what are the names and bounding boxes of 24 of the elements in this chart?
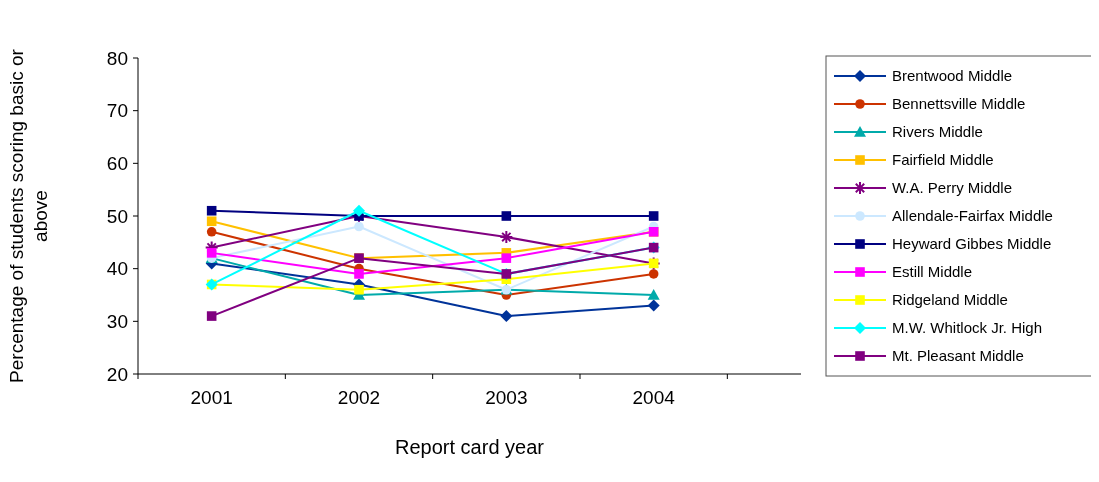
legend-label: M.W. Whitlock Jr. High [892,319,1043,337]
legend-label: Allendale-Fairfax Middle [892,207,1053,225]
y-axis-title: Percentage of students scoring basic or above [6,48,51,383]
x-tick-label: 2003 [485,387,528,408]
y-tick-label: 70 [106,100,128,122]
legend-label: Heyward Gibbes Middle [892,235,1052,253]
x-axis-title: Report card year [395,436,545,458]
y-tick-label: 40 [106,258,128,280]
y-tick-label: 50 [106,205,128,227]
legend-label: Mt. Pleasant Middle [892,347,1024,365]
y-tick-label: 20 [106,363,128,385]
legend-label: W.A. Perry Middle [892,179,1013,197]
legend-label: Rivers Middle [892,123,983,141]
legend-label: Brentwood Middle [892,67,1013,85]
y-tick-label: 60 [106,152,128,174]
x-tick-label: 2004 [632,387,676,408]
legend-label: Fairfield Middle [892,151,994,169]
legend-label: Ridgeland Middle [892,291,1008,309]
legend-label: Bennettsville Middle [892,95,1026,113]
x-tick-label: 2001 [190,387,233,408]
y-tick-label: 30 [106,310,128,332]
y-tick-label: 80 [106,47,128,69]
legend-label: Estill Middle [892,263,973,281]
x-tick-label: 2002 [337,387,381,408]
